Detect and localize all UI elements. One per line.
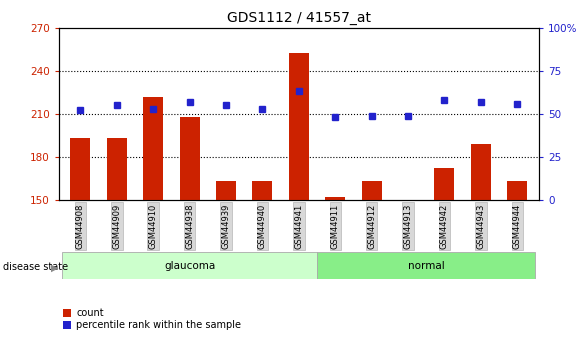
Text: GSM44941: GSM44941: [294, 203, 304, 249]
Text: ▶: ▶: [51, 263, 58, 272]
Bar: [471, 144, 491, 200]
Bar: [507, 181, 527, 200]
Text: GSM44912: GSM44912: [367, 203, 376, 249]
Bar: [70, 138, 90, 200]
Text: disease state: disease state: [3, 263, 68, 272]
Text: glaucoma: glaucoma: [164, 261, 215, 270]
Bar: [143, 97, 163, 200]
Bar: [362, 181, 381, 200]
Bar: [289, 53, 309, 200]
Text: GSM44938: GSM44938: [185, 203, 194, 249]
Text: normal: normal: [408, 261, 445, 270]
Bar: [107, 138, 127, 200]
Title: GDS1112 / 41557_at: GDS1112 / 41557_at: [227, 11, 371, 25]
Bar: [325, 197, 345, 200]
Bar: [253, 181, 272, 200]
Bar: [317, 252, 536, 279]
Bar: [180, 117, 200, 200]
Bar: [62, 252, 317, 279]
Text: GSM44939: GSM44939: [222, 203, 230, 249]
Bar: [216, 181, 236, 200]
Text: GSM44944: GSM44944: [513, 203, 522, 249]
Text: GSM44910: GSM44910: [149, 203, 158, 249]
Text: GSM44913: GSM44913: [404, 203, 413, 249]
Text: GSM44911: GSM44911: [331, 203, 340, 249]
Text: GSM44942: GSM44942: [440, 203, 449, 249]
Legend: count, percentile rank within the sample: count, percentile rank within the sample: [63, 308, 241, 331]
Text: GSM44908: GSM44908: [76, 203, 85, 249]
Text: GSM44943: GSM44943: [476, 203, 485, 249]
Text: GSM44940: GSM44940: [258, 203, 267, 249]
Text: GSM44909: GSM44909: [113, 203, 121, 249]
Bar: [434, 168, 455, 200]
